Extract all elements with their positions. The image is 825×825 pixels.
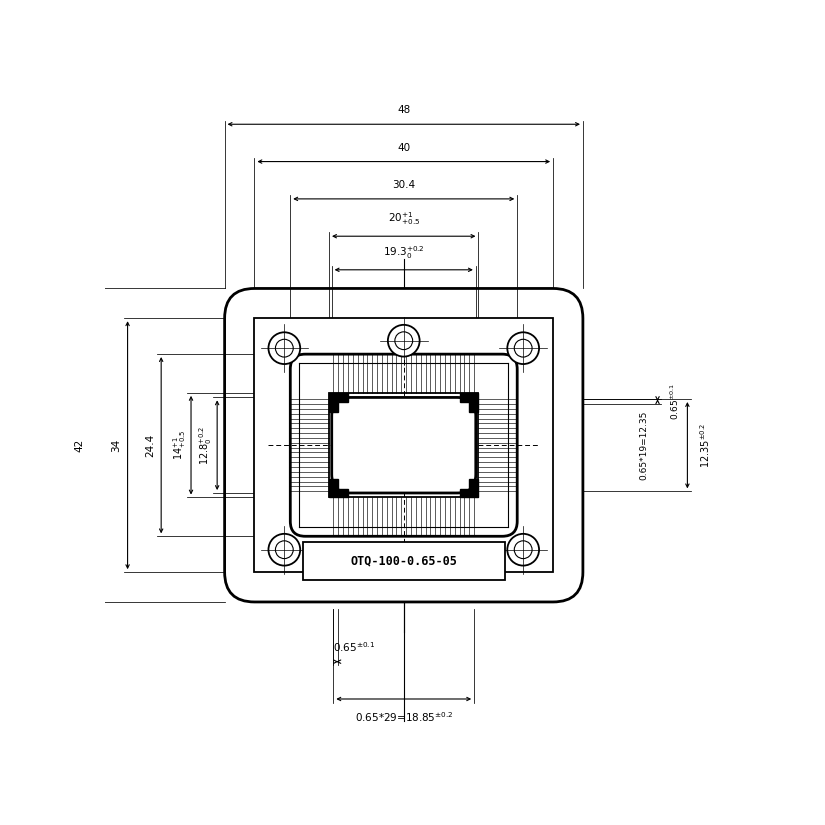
Text: 34: 34 bbox=[111, 439, 121, 452]
Text: 20$^{+1}_{+0.5}$: 20$^{+1}_{+0.5}$ bbox=[388, 210, 420, 227]
Circle shape bbox=[507, 534, 539, 566]
Text: 42: 42 bbox=[74, 439, 84, 452]
Text: 0.65*29=18.85$^{\pm0.2}$: 0.65*29=18.85$^{\pm0.2}$ bbox=[355, 710, 453, 724]
FancyBboxPatch shape bbox=[224, 289, 583, 602]
Circle shape bbox=[268, 534, 300, 566]
Circle shape bbox=[507, 332, 539, 364]
Text: 48: 48 bbox=[397, 106, 410, 116]
Circle shape bbox=[388, 325, 420, 356]
FancyBboxPatch shape bbox=[332, 398, 476, 493]
Polygon shape bbox=[329, 393, 348, 412]
Text: 12.35$^{\pm0.2}$: 12.35$^{\pm0.2}$ bbox=[699, 422, 713, 468]
Bar bbox=[303, 542, 505, 580]
Circle shape bbox=[276, 339, 293, 357]
Text: 12.8$^{+0.2}_{0}$: 12.8$^{+0.2}_{0}$ bbox=[197, 426, 214, 464]
Text: 24.4: 24.4 bbox=[145, 434, 155, 457]
Text: 40: 40 bbox=[397, 143, 410, 153]
Polygon shape bbox=[329, 478, 348, 497]
Bar bbox=[254, 318, 553, 572]
Text: OTQ-100-0.65-05: OTQ-100-0.65-05 bbox=[351, 554, 457, 568]
Text: 14$^{+1}_{+0.5}$: 14$^{+1}_{+0.5}$ bbox=[172, 430, 188, 460]
Circle shape bbox=[514, 541, 532, 559]
FancyBboxPatch shape bbox=[290, 354, 517, 536]
Text: 0.65*19=12.35: 0.65*19=12.35 bbox=[639, 411, 648, 480]
Circle shape bbox=[395, 332, 412, 350]
Polygon shape bbox=[460, 478, 478, 497]
Circle shape bbox=[268, 332, 300, 364]
Text: 30.4: 30.4 bbox=[392, 180, 415, 190]
Circle shape bbox=[276, 541, 293, 559]
Polygon shape bbox=[460, 393, 478, 412]
Bar bbox=[329, 393, 478, 497]
Text: 0.65$^{\pm0.1}$: 0.65$^{\pm0.1}$ bbox=[669, 383, 681, 420]
Text: 0.65$^{\pm0.1}$: 0.65$^{\pm0.1}$ bbox=[333, 640, 375, 654]
Circle shape bbox=[514, 339, 532, 357]
Text: 19.3$^{+0.2}_{0}$: 19.3$^{+0.2}_{0}$ bbox=[383, 244, 425, 261]
